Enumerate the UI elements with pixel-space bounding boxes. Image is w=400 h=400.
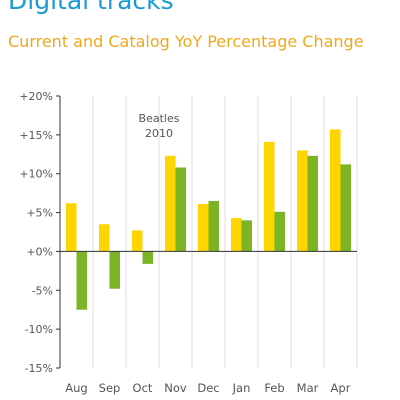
bar-catalog-dec (208, 200, 219, 252)
bar-catalog-mar (307, 155, 318, 252)
x-tick-label: Feb (264, 381, 284, 395)
bar-catalog-feb (274, 211, 285, 252)
bars (66, 129, 351, 310)
bar-current-sep (99, 224, 110, 252)
x-tick-label: Aug (65, 381, 87, 395)
y-tick-label: -5% (32, 284, 53, 297)
x-tick-label: Jan (232, 381, 251, 395)
bar-current-nov (165, 155, 176, 252)
bar-current-feb (264, 141, 275, 252)
axes (56, 95, 357, 369)
bar-current-apr (330, 129, 341, 252)
y-tick-label: -15% (25, 362, 53, 375)
y-tick-label: -10% (25, 323, 53, 336)
y-tick-label: +10% (19, 168, 53, 181)
chart-subtitle: Current and Catalog YoY Percentage Chang… (8, 32, 364, 51)
annotations: Beatles 2010 (139, 112, 180, 140)
x-tick-label: Sep (99, 381, 121, 395)
bar-current-dec (198, 204, 209, 252)
bar-current-jan (231, 218, 242, 252)
bar-catalog-nov (175, 167, 186, 252)
x-tick-label: Oct (133, 381, 153, 395)
grid-lines (92, 96, 358, 368)
bar-catalog-oct (142, 251, 153, 264)
bar-current-mar (297, 150, 308, 252)
y-tick-label: +20% (19, 90, 53, 103)
chart-title: Digital tracks (8, 0, 174, 15)
x-tick-label: Mar (297, 381, 319, 395)
bar-catalog-sep (109, 251, 120, 289)
y-tick-label: +0% (26, 245, 53, 258)
bar-catalog-aug (76, 251, 87, 310)
x-tick-label: Dec (197, 381, 219, 395)
bar-catalog-apr (340, 164, 351, 252)
y-tick-label: +15% (19, 129, 53, 142)
bar-current-aug (66, 203, 77, 252)
bar-current-oct (132, 230, 143, 252)
x-tick-label: Apr (331, 381, 351, 395)
x-tick-label: Nov (164, 381, 187, 395)
annotation-line: Beatles (139, 112, 180, 125)
x-axis-labels: Aug Sep Oct Nov Dec Jan Feb Mar Apr (65, 381, 350, 395)
y-axis-labels: -15% -10% -5% +0% +5% +10% +15% +20% (19, 90, 53, 375)
bar-catalog-jan (241, 220, 252, 252)
annotation-line: 2010 (145, 127, 173, 140)
y-tick-label: +5% (26, 207, 53, 220)
